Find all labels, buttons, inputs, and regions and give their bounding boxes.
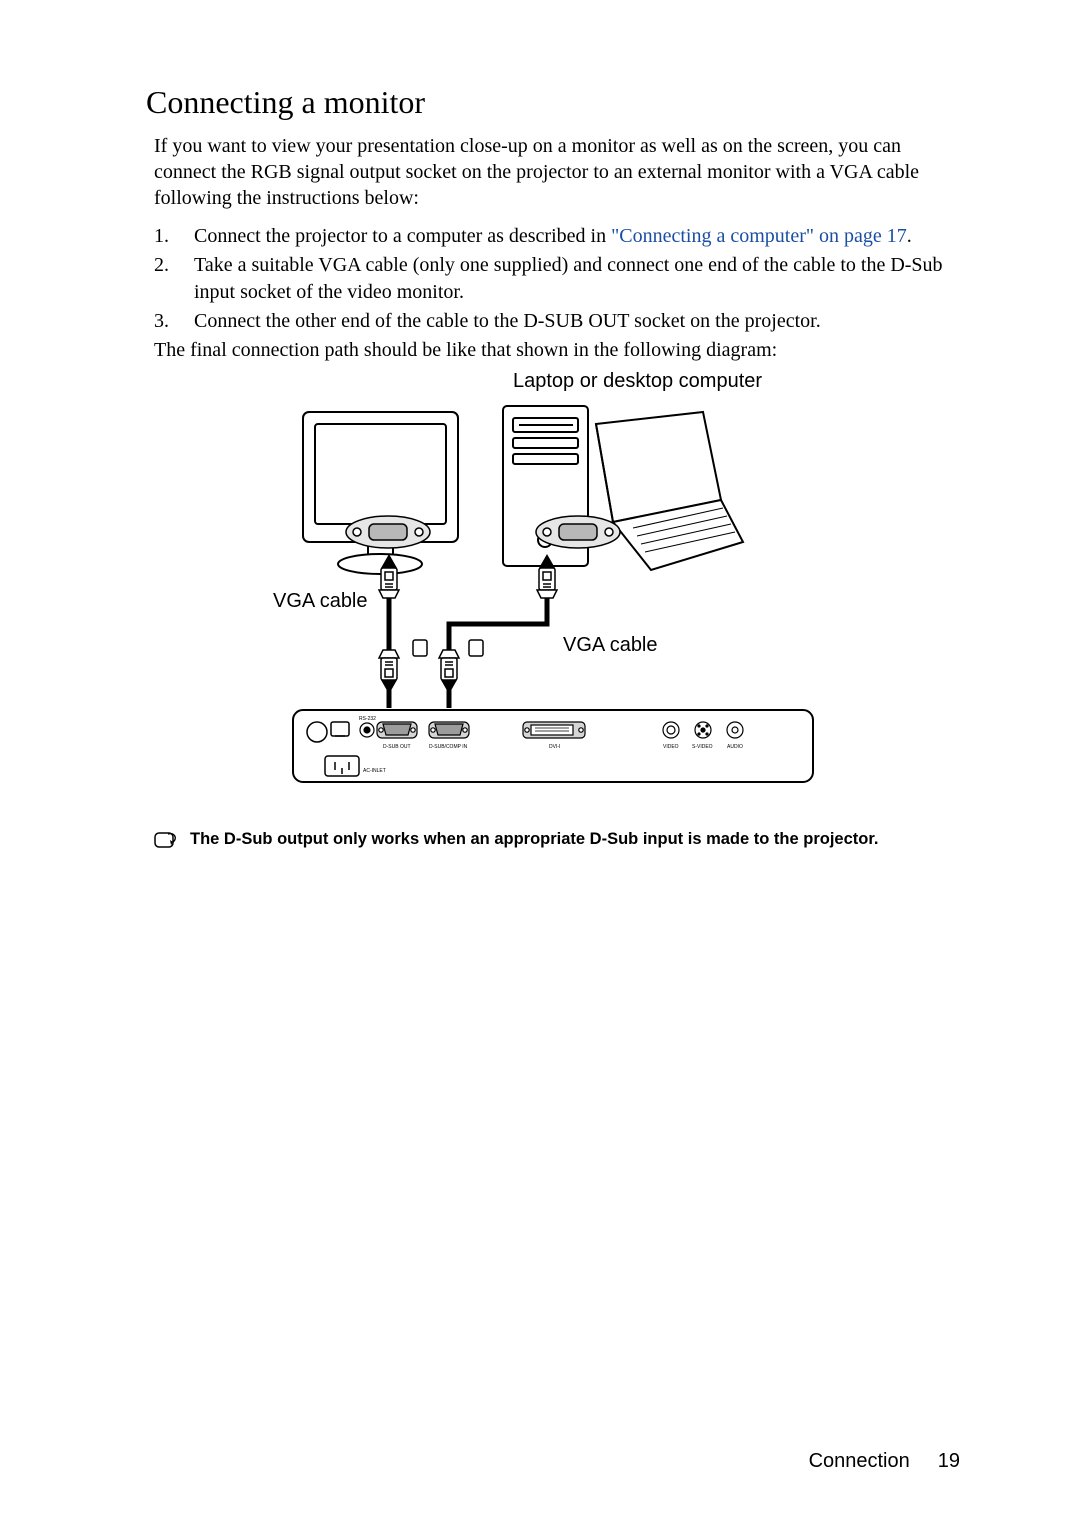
port-label-dvi: DVI-I [549,744,560,750]
laptop-icon [596,412,743,570]
vga-port-computer [536,516,620,548]
vga-cable-right [413,554,557,708]
note-icon [154,830,180,850]
port-label-dsub-out: D-SUB OUT [383,744,411,750]
page-heading: Connecting a monitor [146,84,960,121]
port-label-audio: AUDIO [727,744,743,750]
step-post: . [907,225,912,247]
step-number: 2. [154,252,194,306]
port-label-ac: AC-INLET [363,768,386,774]
page-footer: Connection 19 [809,1450,960,1473]
port-label-rs232: RS-232 [359,716,376,722]
projector-panel: RS-232 D-SUB OUT D-SUB/COMP IN [293,710,813,782]
footer-page-number: 19 [938,1450,960,1472]
step-number: 1. [154,223,194,250]
step-text: Connect the other end of the cable to th… [194,308,960,335]
footer-section: Connection [809,1450,910,1472]
step-text: Take a suitable VGA cable (only one supp… [194,252,960,306]
diagram-label-top: Laptop or desktop computer [513,370,762,393]
list-item: 3. Connect the other end of the cable to… [154,308,960,335]
list-item: 1. Connect the projector to a computer a… [154,223,960,250]
list-item: 2. Take a suitable VGA cable (only one s… [154,252,960,306]
note-text: The D-Sub output only works when an appr… [190,830,878,849]
note-row: The D-Sub output only works when an appr… [146,830,960,850]
vga-cable-left [379,554,399,708]
intro-paragraph: If you want to view your presentation cl… [146,133,960,211]
port-label-video: VIDEO [663,744,679,750]
connection-diagram: Laptop or desktop computer VGA cable VGA… [273,372,833,812]
diagram-label-right: VGA cable [563,634,658,657]
cross-reference-link[interactable]: "Connecting a computer" on page 17 [611,225,907,247]
port-label-dsub-in: D-SUB/COMP IN [429,744,468,750]
steps-list: 1. Connect the projector to a computer a… [146,223,960,335]
final-paragraph: The final connection path should be like… [146,337,960,364]
vga-port-monitor [346,516,430,548]
port-label-svideo: S-VIDEO [692,744,713,750]
step-number: 3. [154,308,194,335]
monitor-icon [303,412,458,574]
step-text: Connect the projector to a computer as d… [194,223,960,250]
diagram-label-left: VGA cable [273,590,368,613]
step-pre: Connect the projector to a computer as d… [194,225,611,247]
